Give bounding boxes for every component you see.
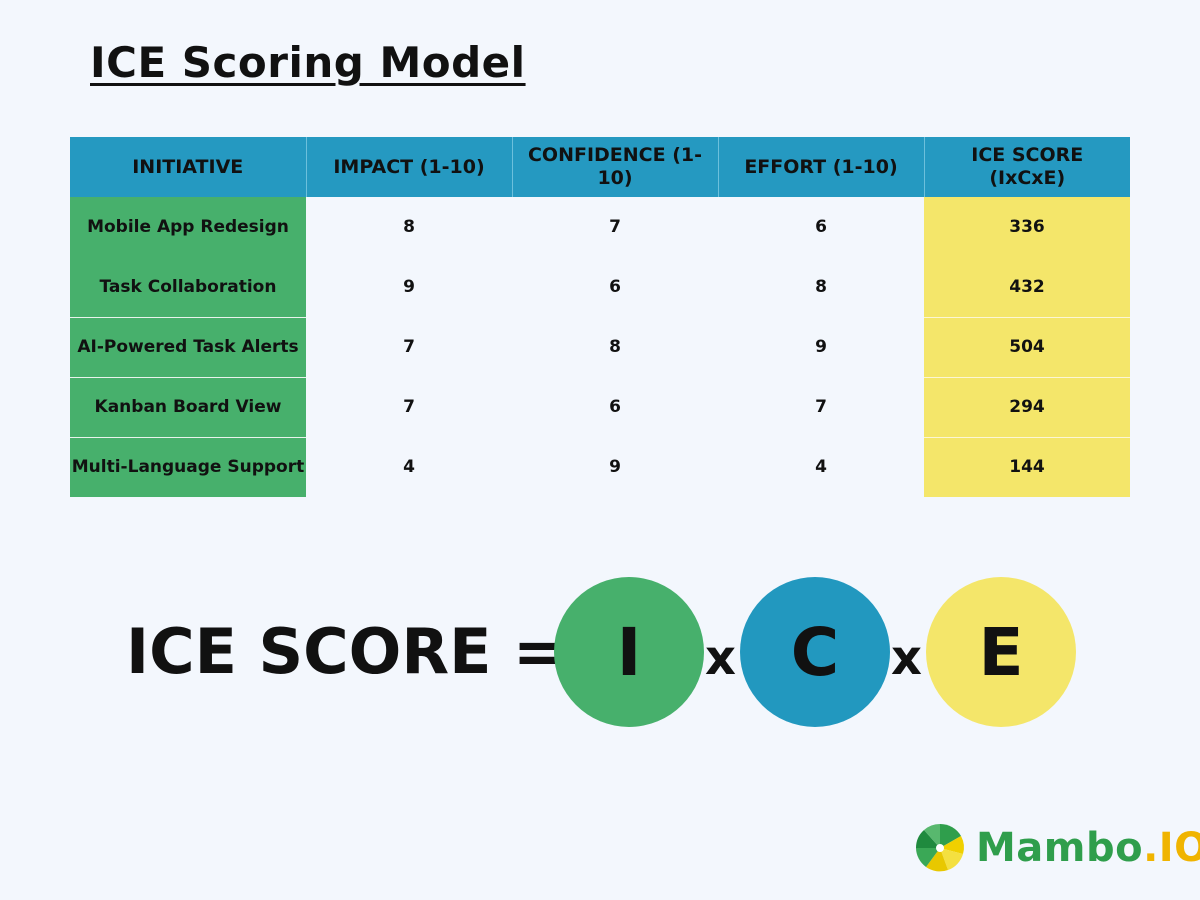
brand-name: Mambo (976, 825, 1144, 871)
table-row: Task Collaboration 9 6 8 432 (70, 257, 1130, 317)
formula-label: ICE SCORE = (126, 615, 565, 688)
score-cell: 504 (924, 316, 1130, 377)
initiative-cell: AI-Powered Task Alerts (70, 316, 306, 377)
effort-cell: 6 (815, 217, 827, 237)
confidence-cell: 8 (609, 337, 621, 357)
score-cell: 144 (924, 436, 1130, 497)
impact-cell: 7 (403, 337, 415, 357)
impact-circle: I (554, 577, 704, 727)
table-row: Kanban Board View 7 6 7 294 (70, 376, 1130, 437)
confidence-cell: 9 (609, 457, 621, 477)
header-initiative: INITIATIVE (70, 137, 306, 197)
header-effort: EFFORT (1-10) (717, 137, 924, 197)
confidence-cell: 7 (609, 217, 621, 237)
brand-logo: Mambo.IO (914, 822, 1200, 874)
impact-cell: 9 (403, 277, 415, 297)
table-header-row: INITIATIVE IMPACT (1-10) CONFIDENCE (1-1… (70, 137, 1130, 197)
table-row: AI-Powered Task Alerts 7 8 9 504 (70, 316, 1130, 377)
header-impact: IMPACT (1-10) (305, 137, 512, 197)
confidence-circle: C (740, 577, 890, 727)
effort-cell: 9 (815, 337, 827, 357)
confidence-cell: 6 (609, 277, 621, 297)
header-ice-score: ICE SCORE (IxCxE) (923, 137, 1130, 197)
score-cell: 432 (924, 257, 1130, 317)
multiply-sign: x (705, 630, 736, 686)
impact-cell: 4 (403, 457, 415, 477)
mambo-logo-icon (915, 823, 964, 872)
initiative-cell: Mobile App Redesign (70, 197, 306, 257)
initiative-cell: Multi-Language Support (70, 436, 306, 497)
header-confidence: CONFIDENCE (1-10) (511, 137, 718, 197)
score-cell: 294 (924, 376, 1130, 437)
effort-cell: 8 (815, 277, 827, 297)
brand-dot: . (1143, 825, 1159, 871)
impact-cell: 7 (403, 397, 415, 417)
initiative-cell: Kanban Board View (70, 376, 306, 437)
brand-suffix: IO (1158, 825, 1200, 871)
effort-cell: 4 (815, 457, 827, 477)
effort-circle: E (926, 577, 1076, 727)
initiative-cell: Task Collaboration (70, 257, 306, 317)
score-cell: 336 (924, 197, 1130, 257)
multiply-sign: x (891, 630, 922, 686)
impact-cell: 8 (403, 217, 415, 237)
effort-cell: 7 (815, 397, 827, 417)
table-row: Mobile App Redesign 8 7 6 336 (70, 197, 1130, 257)
confidence-cell: 6 (609, 397, 621, 417)
ice-table: INITIATIVE IMPACT (1-10) CONFIDENCE (1-1… (70, 137, 1130, 497)
table-row: Multi-Language Support 4 9 4 144 (70, 436, 1130, 497)
brand-wordmark: Mambo.IO (976, 825, 1200, 871)
page-title: ICE Scoring Model (90, 38, 526, 87)
